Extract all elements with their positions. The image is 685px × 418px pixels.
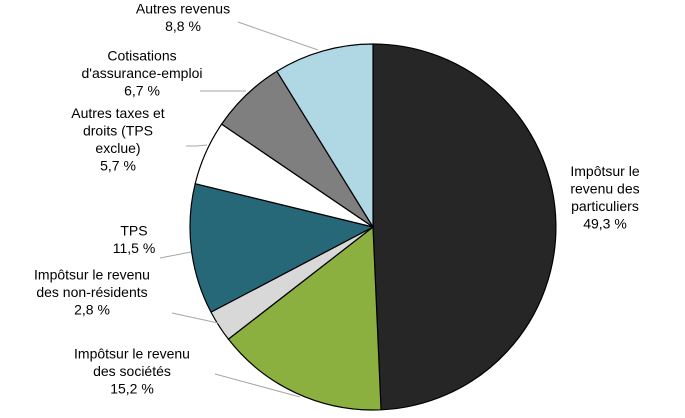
slice-label-2: Impôtsur le revenu des non-résidents 2,8 %: [34, 267, 150, 318]
leader-line-3: [159, 251, 192, 259]
slice-label-6: Autres revenus 8,8 %: [136, 0, 230, 34]
pie-slice-6: [276, 43, 374, 228]
leader-line-4: [186, 144, 208, 147]
slice-label-4: Autres taxes et droits (TPS exclue) 5,7 %: [71, 105, 164, 174]
slice-label-line: droits (TPS: [83, 122, 153, 138]
leader-line-2: [171, 312, 219, 324]
slice-label-line: 49,3 %: [583, 215, 627, 231]
slice-label-line: des sociétés: [93, 363, 171, 379]
pie-slice-1: [227, 226, 382, 411]
slice-label-line: 15,2 %: [110, 381, 154, 397]
slice-label-line: exclue): [95, 140, 140, 156]
slice-label-line: des non-résidents: [36, 284, 147, 300]
leader-line-6: [237, 21, 319, 51]
leader-lines: [159, 21, 319, 398]
slice-label-line: 11,5 %: [113, 240, 156, 256]
slice-labels: Impôtsur le revenu des particuliers 49,3 %I…: [34, 0, 640, 396]
slice-label-line: Impôtsur le revenu: [74, 346, 190, 362]
slice-label-0: Impôtsur le revenu des particuliers 49,3 %: [570, 163, 639, 232]
slice-label-5: Cotisations d'assurance-emploi 6,7 %: [82, 48, 203, 99]
slice-label-line: particuliers: [571, 198, 639, 214]
slice-label-line: 5,7 %: [100, 157, 136, 173]
slice-label-line: revenu des: [570, 180, 639, 196]
slice-label-1: Impôtsur le revenu des sociétés 15,2 %: [74, 346, 190, 397]
slice-label-line: Impôtsur le: [570, 163, 639, 179]
slice-label-line: 2,8 %: [74, 302, 110, 318]
leader-line-1: [214, 373, 301, 398]
slice-label-line: Cotisations: [107, 48, 176, 64]
slice-label-line: TPS: [120, 222, 147, 238]
slice-label-3: TPS 11,5 %: [113, 222, 156, 256]
pie-slices: [189, 43, 557, 411]
pie-slice-0: [372, 43, 557, 411]
slice-label-line: Autres taxes et: [71, 105, 164, 121]
slice-label-line: d'assurance-emploi: [82, 65, 203, 81]
slice-label-line: 8,8 %: [165, 18, 201, 34]
slice-label-line: Autres revenus: [136, 0, 230, 16]
slice-label-line: 6,7 %: [124, 83, 160, 99]
pie-slice-3: [189, 183, 374, 313]
slice-label-line: Impôtsur le revenu: [34, 267, 150, 283]
